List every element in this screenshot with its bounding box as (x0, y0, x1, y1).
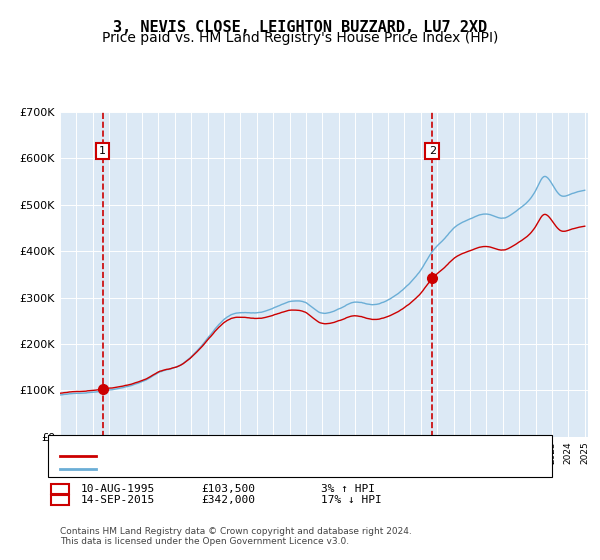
Text: Contains HM Land Registry data © Crown copyright and database right 2024.
This d: Contains HM Land Registry data © Crown c… (60, 526, 412, 546)
Text: 17% ↓ HPI: 17% ↓ HPI (321, 495, 382, 505)
Text: 1: 1 (56, 484, 64, 494)
Text: 2: 2 (56, 495, 64, 505)
Text: 14-SEP-2015: 14-SEP-2015 (81, 495, 155, 505)
Text: 1: 1 (99, 146, 106, 156)
Text: 3, NEVIS CLOSE, LEIGHTON BUZZARD, LU7 2XD: 3, NEVIS CLOSE, LEIGHTON BUZZARD, LU7 2X… (113, 20, 487, 35)
Text: 3, NEVIS CLOSE, LEIGHTON BUZZARD, LU7 2XD (detached house): 3, NEVIS CLOSE, LEIGHTON BUZZARD, LU7 2X… (102, 451, 444, 461)
Bar (577, 112, 588, 437)
Text: 10-AUG-1995: 10-AUG-1995 (81, 484, 155, 494)
Text: 2: 2 (428, 146, 436, 156)
Text: HPI: Average price, detached house, Central Bedfordshire: HPI: Average price, detached house, Cent… (102, 464, 403, 474)
Text: 3% ↑ HPI: 3% ↑ HPI (321, 484, 375, 494)
Text: £103,500: £103,500 (201, 484, 255, 494)
Text: Price paid vs. HM Land Registry's House Price Index (HPI): Price paid vs. HM Land Registry's House … (102, 31, 498, 45)
Bar (60, 112, 75, 437)
Text: £342,000: £342,000 (201, 495, 255, 505)
